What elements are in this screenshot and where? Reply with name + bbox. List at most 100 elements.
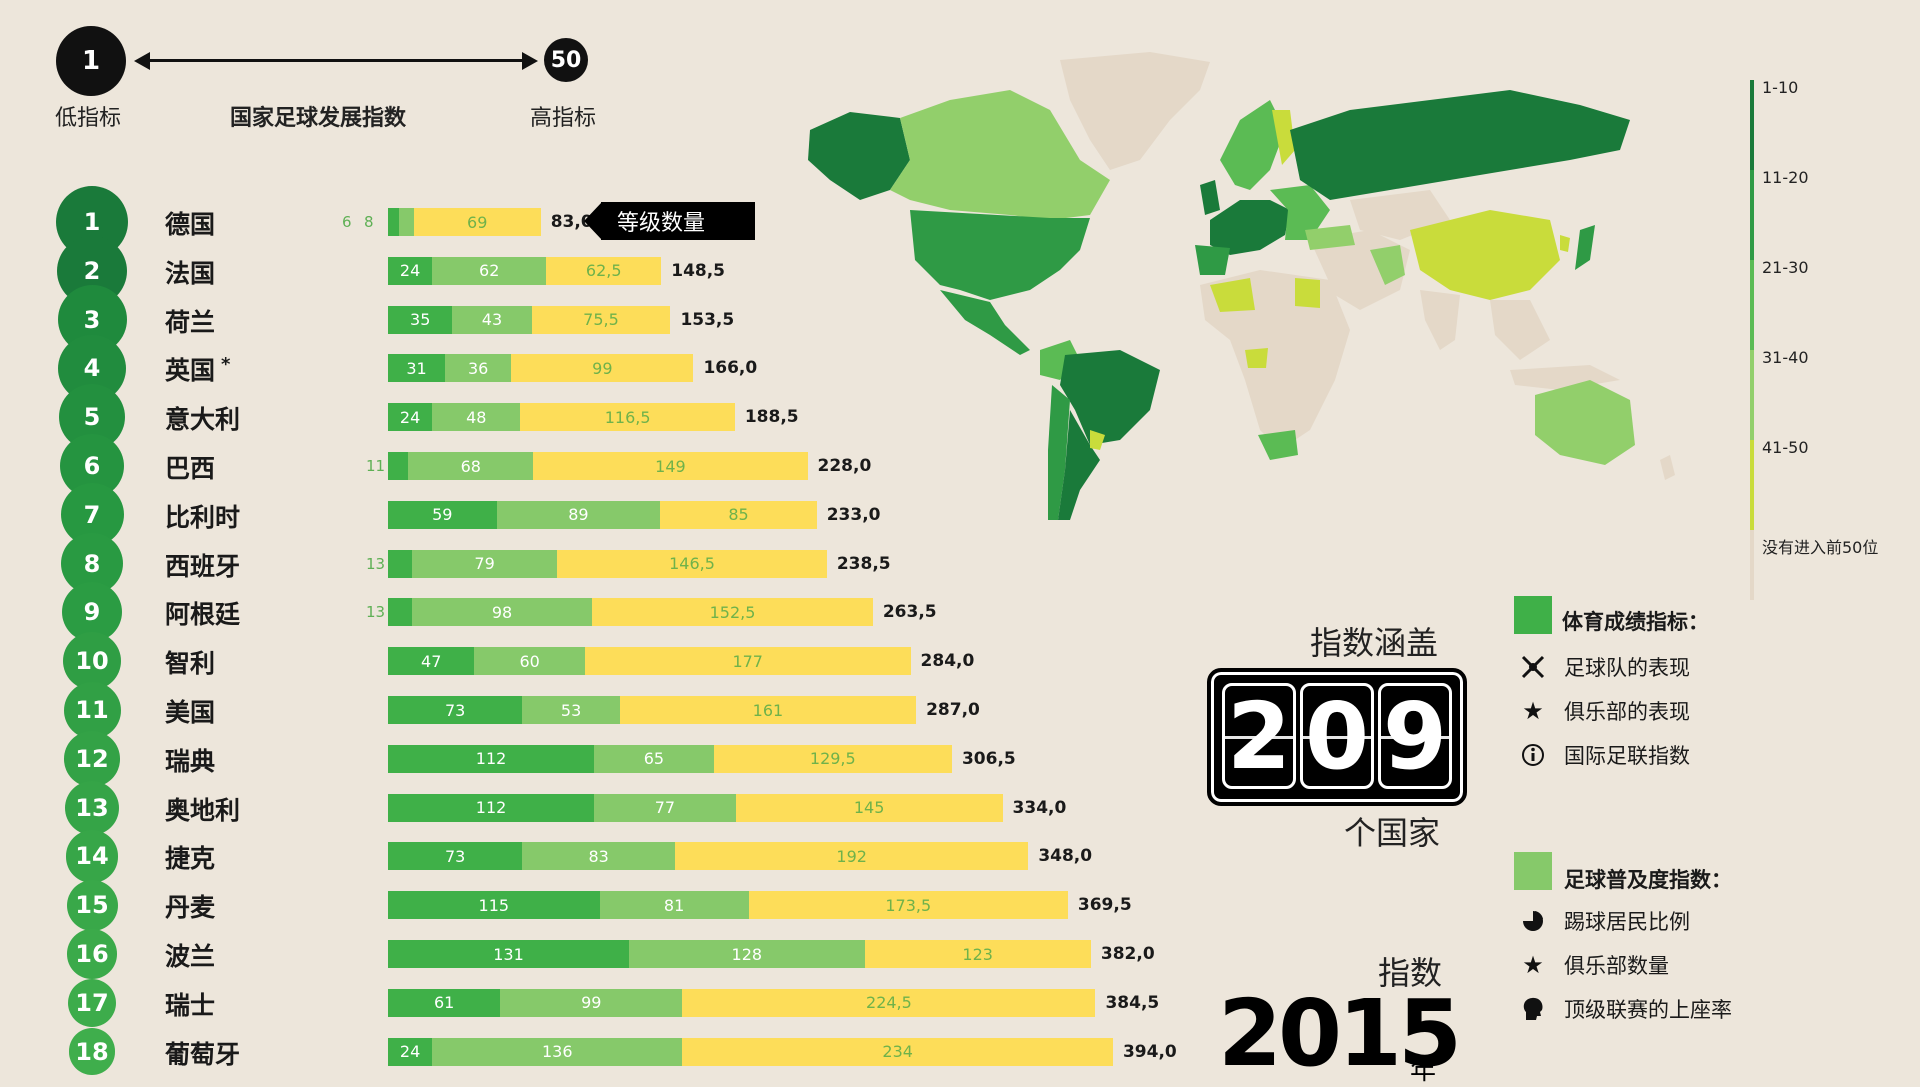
world-map: [808, 52, 1675, 520]
callout-grade-count: 等级数量: [601, 202, 755, 240]
row-total: 166,0: [703, 358, 758, 379]
map-new-zealand: [1660, 455, 1675, 480]
country-name: 荷兰: [165, 303, 215, 339]
bar-segment-3: 149: [533, 452, 808, 480]
bar-segment-3: 62,5: [546, 256, 662, 285]
country-label: 比利时: [165, 502, 241, 532]
bar-segment-2: [399, 208, 414, 236]
map-egypt: [1295, 278, 1320, 308]
bar-segment-1: 31: [388, 354, 446, 383]
country-label: 西班牙: [165, 551, 241, 581]
coverage-digit-3: 9: [1378, 683, 1452, 790]
bar-segment-1: [388, 208, 400, 236]
bar-segment-2: 48: [432, 403, 521, 432]
country-label: 巴西: [165, 454, 216, 483]
rank-circle: 9: [62, 582, 122, 643]
rank-circle: 15: [66, 879, 118, 931]
country-name: 丹麦: [165, 888, 215, 924]
map-legend-label: 21-30: [1762, 258, 1809, 277]
bar-segment-2: 79: [411, 549, 558, 578]
bar-segment-2: 98: [411, 598, 593, 627]
rank-circle: 11: [63, 681, 121, 739]
map-usa: [910, 210, 1090, 300]
bar-segment-1: 61: [388, 988, 501, 1017]
map-legend-bar: [1750, 440, 1754, 530]
map-brazil: [1060, 350, 1160, 445]
scale-low-circle: 1: [56, 26, 126, 96]
map-legend-bar: [1750, 80, 1754, 170]
bar-segment-1: 35: [388, 305, 453, 334]
bar-segment-2: 128: [629, 940, 865, 968]
row-total: 188,5: [744, 407, 799, 428]
bar-segment-2: 62: [432, 256, 547, 285]
country-name: 葡萄牙: [165, 1035, 240, 1071]
map-south-africa: [1258, 430, 1298, 460]
bar-segment-3: 146,5: [557, 549, 827, 578]
map-nigeria: [1245, 348, 1268, 368]
bar-segment-3: 173,5: [748, 891, 1068, 920]
row-total: 228,0: [817, 456, 872, 476]
country-name: 奥地利: [165, 791, 240, 827]
map-legend-label: 31-40: [1762, 348, 1809, 367]
row-total: 284,0: [920, 651, 975, 672]
map-legend-label: 11-20: [1762, 168, 1809, 187]
bar-segment-1: 112: [388, 793, 595, 822]
scale-line: [148, 59, 526, 62]
legend-swatch-popularity: [1514, 852, 1552, 890]
star-icon: ★: [1522, 697, 1544, 725]
bar-segment-1: 112: [388, 744, 595, 773]
map-legend-bar: [1750, 350, 1754, 440]
country-name: 德国: [165, 205, 215, 241]
row-total: 306,5: [961, 748, 1016, 769]
row-total: 384,5: [1105, 992, 1160, 1013]
bar-segment-3: 129,5: [713, 744, 952, 773]
rank-circle: 17: [68, 978, 116, 1027]
head-icon: [1520, 996, 1546, 1022]
map-legend-label: 41-50: [1762, 438, 1809, 457]
row-total: 394,0: [1122, 1041, 1177, 1062]
map-legend-label: 1-10: [1762, 78, 1799, 97]
scale-title: 国家足球发展指数: [230, 106, 407, 131]
map-finland: [1272, 110, 1295, 165]
bar-segment-1: 47: [388, 647, 475, 676]
country-label: 荷兰: [165, 307, 216, 337]
bar-value-label: 6: [342, 213, 352, 231]
map-russia: [1290, 90, 1630, 200]
rank-circle: 13: [65, 780, 119, 835]
bar-segment-1: [388, 452, 409, 480]
map-chile: [1048, 385, 1070, 520]
rank-circle: 7: [60, 483, 124, 547]
bar-segment-1: 59: [388, 500, 497, 529]
bar-segment-3: 69: [413, 208, 541, 236]
row-total: 153,5: [680, 309, 735, 330]
map-japan: [1575, 225, 1595, 270]
map-greenland: [1060, 52, 1210, 170]
map-legend-bar: [1750, 170, 1754, 260]
bar-segment-3: 75,5: [531, 305, 671, 334]
country-label: 葡萄牙: [165, 1039, 241, 1069]
rank-circle: 8: [61, 532, 123, 595]
map-korea: [1560, 235, 1570, 252]
row-total: 348,0: [1038, 846, 1093, 867]
legend-item-team-performance: 足球队的表现: [1564, 656, 1690, 680]
country-label: 捷克: [165, 844, 216, 874]
country-label: 阿根廷: [165, 600, 241, 630]
map-legend-bar-not-top50: [1750, 530, 1754, 600]
country-name: 波兰: [165, 937, 215, 973]
row-total: 369,5: [1077, 895, 1132, 916]
bar-segment-2: 43: [452, 305, 532, 334]
country-name: 巴西: [165, 449, 215, 485]
map-paraguay: [1090, 430, 1105, 450]
map-mexico: [940, 290, 1030, 355]
bar-segment-2: 99: [500, 988, 683, 1017]
bar-segment-1: 24: [388, 403, 433, 432]
rank-circle: 16: [67, 929, 117, 979]
map-iran-region: [1370, 245, 1405, 285]
map-indonesia: [1510, 365, 1620, 390]
scale-high-circle: 50: [544, 38, 588, 82]
map-alaska: [808, 112, 910, 200]
bar-segment-1: [388, 598, 412, 627]
map-west-europe: [1210, 200, 1290, 255]
country-name: 瑞士: [165, 986, 215, 1022]
coverage-digit-2: 0: [1300, 683, 1374, 790]
